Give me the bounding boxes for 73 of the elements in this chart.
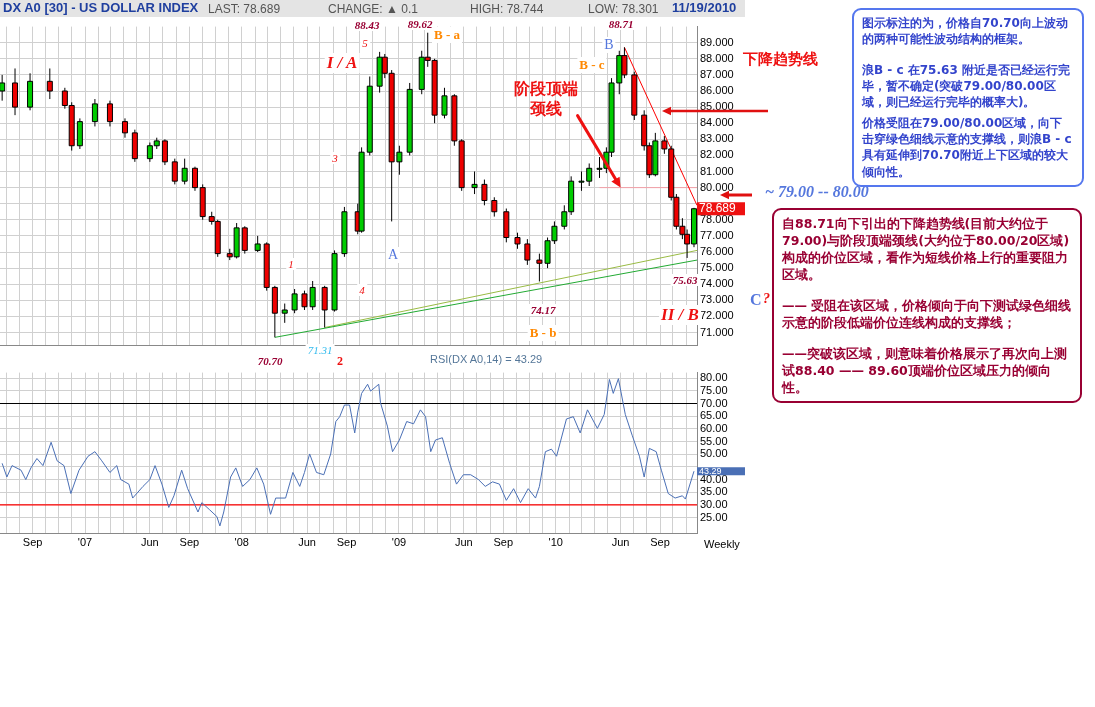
y-tick-label: 35.00 [700,485,728,498]
y-tick-label: 30.00 [700,497,728,510]
text: ? [763,291,770,307]
y-tick-label: 87.000 [700,67,734,80]
x-tick-label: Sep [22,536,43,549]
y-tick-label: 81.000 [700,164,734,177]
x-tick-label: Jun [298,536,316,549]
text: HIGH: 78.744 [470,2,544,16]
y-tick-label: 50.00 [700,447,728,460]
x-tick-label: Sep [336,536,357,549]
note-box: 图示标注的为，价格自70.70向上波动的两种可能性波动结构的框架。 浪B - c 在75.63 附近是否已经运行完毕，暂不确定(突破79.00/80.00区域，则已经运行完毕的概率大)。 价格受阻在79.00/80.00区域，向下击穿绿色细线示意的支撑线，则浪B - c具有延伸到70.70附近上下区域的较大倾向性。 [852,8,1084,187]
x-tick-label: Sep [179,536,200,549]
text: 下降趋势线 [743,50,818,69]
annotation: 89.62 [405,18,435,30]
y-tick-label: 75.00 [700,383,728,396]
annotation: A [385,247,401,263]
x-tick-label: Sep [650,536,670,549]
y-tick-label: 84.000 [700,116,734,129]
y-tick-label: 80.000 [700,180,734,193]
x-tick-label: '08 [234,536,249,549]
annotation: 4 [357,284,367,296]
text: 2 [335,353,345,369]
annotation: I / A [324,53,360,73]
x-tick-label: '09 [391,536,407,549]
annotation: 阶段顶端颈线 [513,78,578,118]
y-tick-label: 83.000 [700,132,734,145]
x-tick-label: Jun [141,536,159,549]
note-box: 自88.71向下引出的下降趋势线(目前大约位于79.00)与阶段顶端颈线(大约位于80.00/20区域)构成的价位区域，看作为短线价格上行的重要阻力区域。 —— 受阻在该区域，价格倾向于向下测试绿色细线示意的阶段低端价位连线构成的支撑线； ——突破该区域，则意味着价格展示了再次向上测试88.40 —— 89.60顶端价位区域压力的倾向性。 [772,208,1082,403]
y-tick-label: 73.000 [700,293,734,306]
annotation: B - c [577,57,607,73]
y-tick-label: 65.00 [700,409,728,422]
y-tick-label: 71.000 [700,325,734,338]
text: CHANGE: ▲ 0.1 [328,2,418,16]
text: LAST: 78.689 [208,2,281,16]
y-tick-label: 77.000 [700,228,734,241]
annotation: 88.71 [606,18,636,30]
x-tick-label: '07 [77,536,93,549]
y-tick-label: 25.00 [700,510,728,523]
annotation: B - b [527,325,559,341]
annotation: 71.31 [305,344,335,356]
y-tick-label: 80.00 [700,371,728,384]
chart-title: RSI(DX A0,14) = 43.29 [430,353,543,365]
y-tick-label: 88.000 [700,51,734,64]
y-tick-label: 76.000 [700,245,734,258]
annotation: 75.63 [670,274,700,286]
annotation: B - a [432,27,462,43]
x-tick-label: Jun [611,536,630,549]
text: 70.70 [255,355,285,367]
y-tick-label: 74.000 [700,277,734,290]
annotation: 74.17 [528,304,558,316]
text: C [750,291,762,309]
y-tick-label: 75.000 [700,261,734,274]
annotation: II / B [659,305,701,325]
annotation: 1 [286,258,296,270]
annotation: 3 [330,152,340,164]
y-tick-label: 55.00 [700,434,728,447]
y-tick-label: 72.000 [700,309,734,322]
chart-title: DX A0 [30] - US DOLLAR INDEX [3,0,199,15]
y-tick-label: 82.000 [700,148,734,161]
y-tick-label: 85.000 [700,100,734,113]
text: 11/19/2010 [672,0,737,15]
annotation: B [602,37,616,53]
annotation: 88.43 [352,19,382,31]
text: Weekly [704,538,740,550]
x-tick-label: '10 [548,536,563,549]
y-tick-label: 70.00 [700,396,728,409]
y-tick-label: 86.000 [700,84,734,97]
y-tick-label: 60.00 [700,421,728,434]
y-tick-label: 89.000 [700,35,734,48]
annotation: 5 [360,37,370,49]
text: LOW: 78.301 [588,2,659,16]
x-tick-label: Jun [454,536,473,549]
x-tick-label: Sep [493,536,514,549]
